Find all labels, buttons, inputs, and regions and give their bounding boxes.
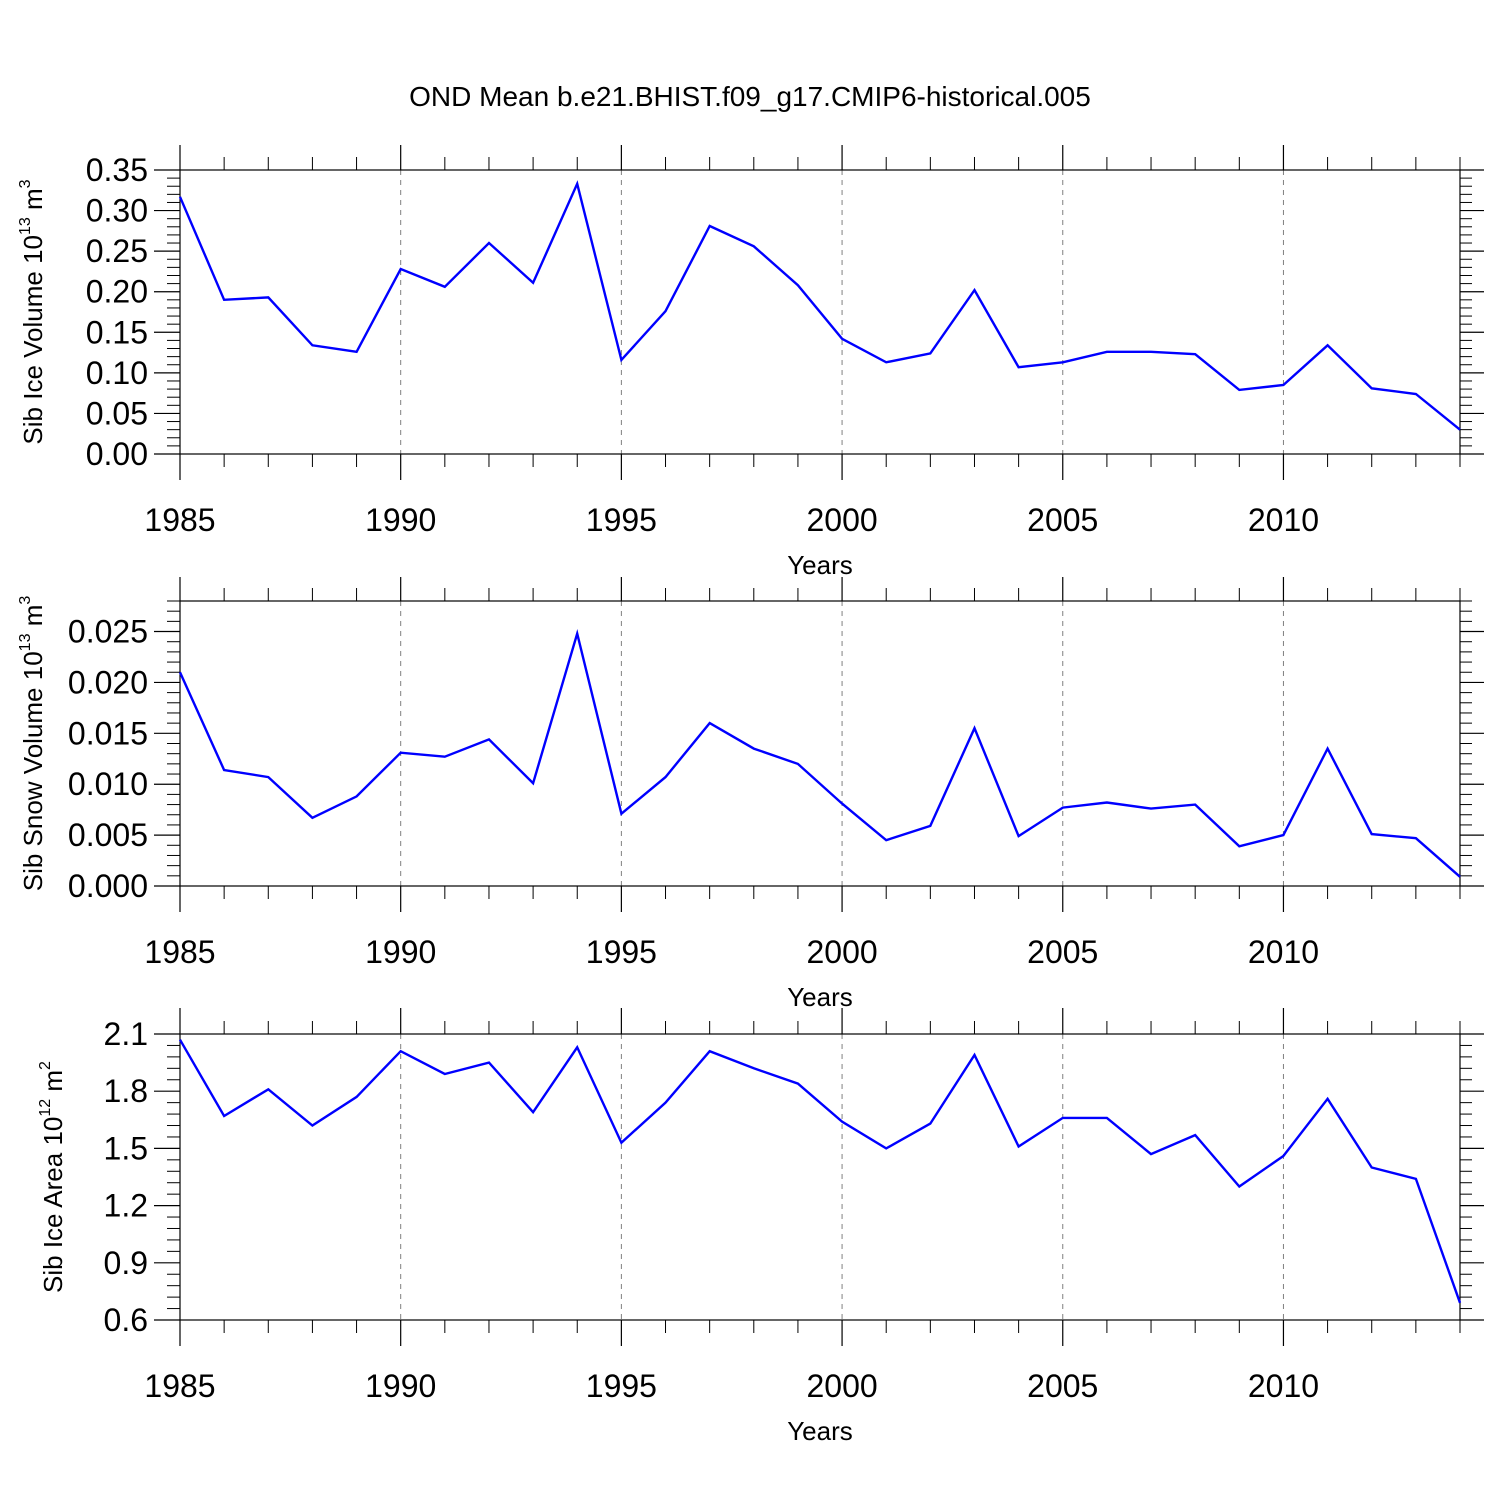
x-tick-label: 2005 — [1027, 934, 1098, 970]
y-tick-label: 0.20 — [86, 274, 148, 310]
y-tick-label: 0.6 — [104, 1302, 148, 1338]
x-tick-label: 1990 — [365, 502, 436, 538]
y-tick-label: 0.00 — [86, 436, 148, 472]
y-axis-label: Sib Snow Volume 1013 m3 — [17, 596, 48, 892]
y-label-superscript: 3 — [17, 596, 34, 605]
y-tick-label: 2.1 — [104, 1016, 148, 1052]
y-tick-label: 0.05 — [86, 395, 148, 431]
x-tick-label: 2010 — [1248, 1368, 1319, 1404]
x-tick-label: 1995 — [586, 934, 657, 970]
series-line — [178, 180, 1461, 431]
x-axis-label: Years — [787, 550, 853, 580]
plot-frame — [179, 1033, 1461, 1321]
x-tick-label: 1995 — [586, 502, 657, 538]
chart-panel-3: 0.6 0.9 1.2 1.5 1.8 2.1 1985 1990 1995 2000 2005 20… — [37, 1008, 1484, 1446]
y-tick-label: 0.35 — [86, 152, 148, 188]
y-tick-label: 0.010 — [68, 766, 148, 802]
y-label-text: m — [18, 605, 48, 634]
y-tick-label: 0.9 — [104, 1245, 148, 1281]
chart-panel-1: 0.00 0.05 0.10 0.15 0.20 0.25 0.30 0.35 1985 1990… — [17, 145, 1484, 580]
y-label-text: Sib Snow Volume 10 — [18, 651, 48, 891]
y-tick-label: 1.8 — [104, 1073, 148, 1109]
x-tick-label: 1990 — [365, 934, 436, 970]
y-axis-label: Sib Ice Volume 1013 m3 — [17, 179, 48, 444]
y-label-superscript: 2 — [37, 1061, 54, 1070]
y-tick-label: 1.2 — [104, 1188, 148, 1224]
x-tick-label: 1995 — [586, 1368, 657, 1404]
figure-title: OND Mean b.e21.BHIST.f09_g17.CMIP6-histo… — [409, 81, 1091, 112]
y-label-text: Sib Ice Area 10 — [38, 1117, 68, 1293]
y-tick-label: 0.000 — [68, 868, 148, 904]
series-line — [178, 628, 1461, 878]
y-tick-label: 0.15 — [86, 314, 148, 350]
x-tick-label: 1990 — [365, 1368, 436, 1404]
y-tick-label: 0.30 — [86, 193, 148, 229]
x-tick-label: 1985 — [144, 502, 215, 538]
panels: 0.00 0.05 0.10 0.15 0.20 0.25 0.30 0.35 1985 1990… — [17, 145, 1484, 1446]
x-axis-label: Years — [787, 982, 853, 1012]
x-tick-label: 1985 — [144, 934, 215, 970]
x-tick-label: 2005 — [1027, 502, 1098, 538]
y-tick-label: 0.10 — [86, 355, 148, 391]
x-tick-label: 1985 — [144, 1368, 215, 1404]
y-label-text: m — [18, 188, 48, 217]
y-label-superscript: 13 — [17, 633, 34, 651]
x-tick-label: 2000 — [806, 934, 877, 970]
y-tick-label: 1.5 — [104, 1130, 148, 1166]
x-tick-label: 2005 — [1027, 1368, 1098, 1404]
plot-frame — [179, 600, 1461, 887]
x-tick-label: 2010 — [1248, 934, 1319, 970]
chart-panel-2: 0.000 0.005 0.010 0.015 0.020 0.025 1985 1990 19… — [17, 577, 1484, 1012]
y-axis-label: Sib Ice Area 1012 m2 — [37, 1061, 68, 1293]
x-axis-label: Years — [787, 1416, 853, 1446]
x-tick-label: 2010 — [1248, 502, 1319, 538]
y-tick-label: 0.025 — [68, 614, 148, 650]
y-label-text: Sib Ice Volume 10 — [18, 235, 48, 445]
y-tick-label: 0.25 — [86, 233, 148, 269]
y-label-superscript: 13 — [17, 217, 34, 235]
y-tick-label: 0.020 — [68, 664, 148, 700]
plot-frame — [179, 169, 1461, 455]
y-label-text: m — [38, 1070, 68, 1099]
y-tick-label: 0.005 — [68, 817, 148, 853]
y-label-superscript: 3 — [17, 179, 34, 188]
y-tick-label: 0.015 — [68, 715, 148, 751]
y-label-superscript: 12 — [37, 1099, 54, 1117]
x-tick-label: 2000 — [806, 1368, 877, 1404]
series-line — [178, 1039, 1462, 1304]
x-tick-label: 2000 — [806, 502, 877, 538]
